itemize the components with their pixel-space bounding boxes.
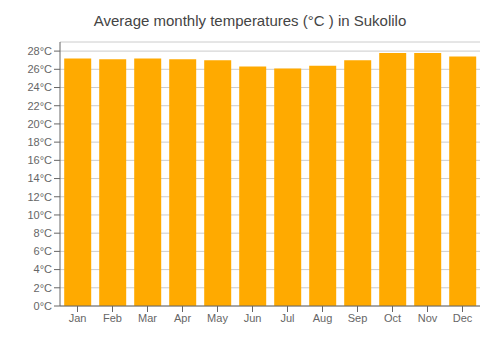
svg-text:6°C: 6°C bbox=[34, 245, 53, 257]
svg-text:2°C: 2°C bbox=[34, 282, 53, 294]
html-text:Average monthly temperatures (: Average monthly temperatures (°C ) in Su… bbox=[93, 12, 407, 29]
svg-text:Jan: Jan bbox=[69, 312, 87, 324]
svg-text:Jul: Jul bbox=[280, 312, 294, 324]
svg-text:22°C: 22°C bbox=[27, 100, 52, 112]
svg-text:Oct: Oct bbox=[384, 312, 401, 324]
svg-text:14°C: 14°C bbox=[27, 172, 52, 184]
svg-text:Feb: Feb bbox=[103, 312, 122, 324]
svg-text:May: May bbox=[207, 312, 228, 324]
svg-text:Jun: Jun bbox=[244, 312, 262, 324]
svg-text:0°C: 0°C bbox=[34, 300, 53, 312]
svg-text:18°C: 18°C bbox=[27, 136, 52, 148]
svg-text:8°C: 8°C bbox=[34, 227, 53, 239]
svg-text:Dec: Dec bbox=[453, 312, 473, 324]
svg-text:10°C: 10°C bbox=[27, 209, 52, 221]
svg-text:28°C: 28°C bbox=[27, 45, 52, 57]
svg-text:26°C: 26°C bbox=[27, 63, 52, 75]
svg-text:Nov: Nov bbox=[418, 312, 438, 324]
svg-text:4°C: 4°C bbox=[34, 263, 53, 275]
svg-text:Apr: Apr bbox=[174, 312, 191, 324]
svg-text:Sep: Sep bbox=[348, 312, 368, 324]
svg-text:Aug: Aug bbox=[313, 312, 333, 324]
svg-text:Mar: Mar bbox=[138, 312, 157, 324]
svg-text:16°C: 16°C bbox=[27, 154, 52, 166]
svg-text:20°C: 20°C bbox=[27, 118, 52, 130]
svg-text:12°C: 12°C bbox=[27, 191, 52, 203]
svg-text:24°C: 24°C bbox=[27, 81, 52, 93]
